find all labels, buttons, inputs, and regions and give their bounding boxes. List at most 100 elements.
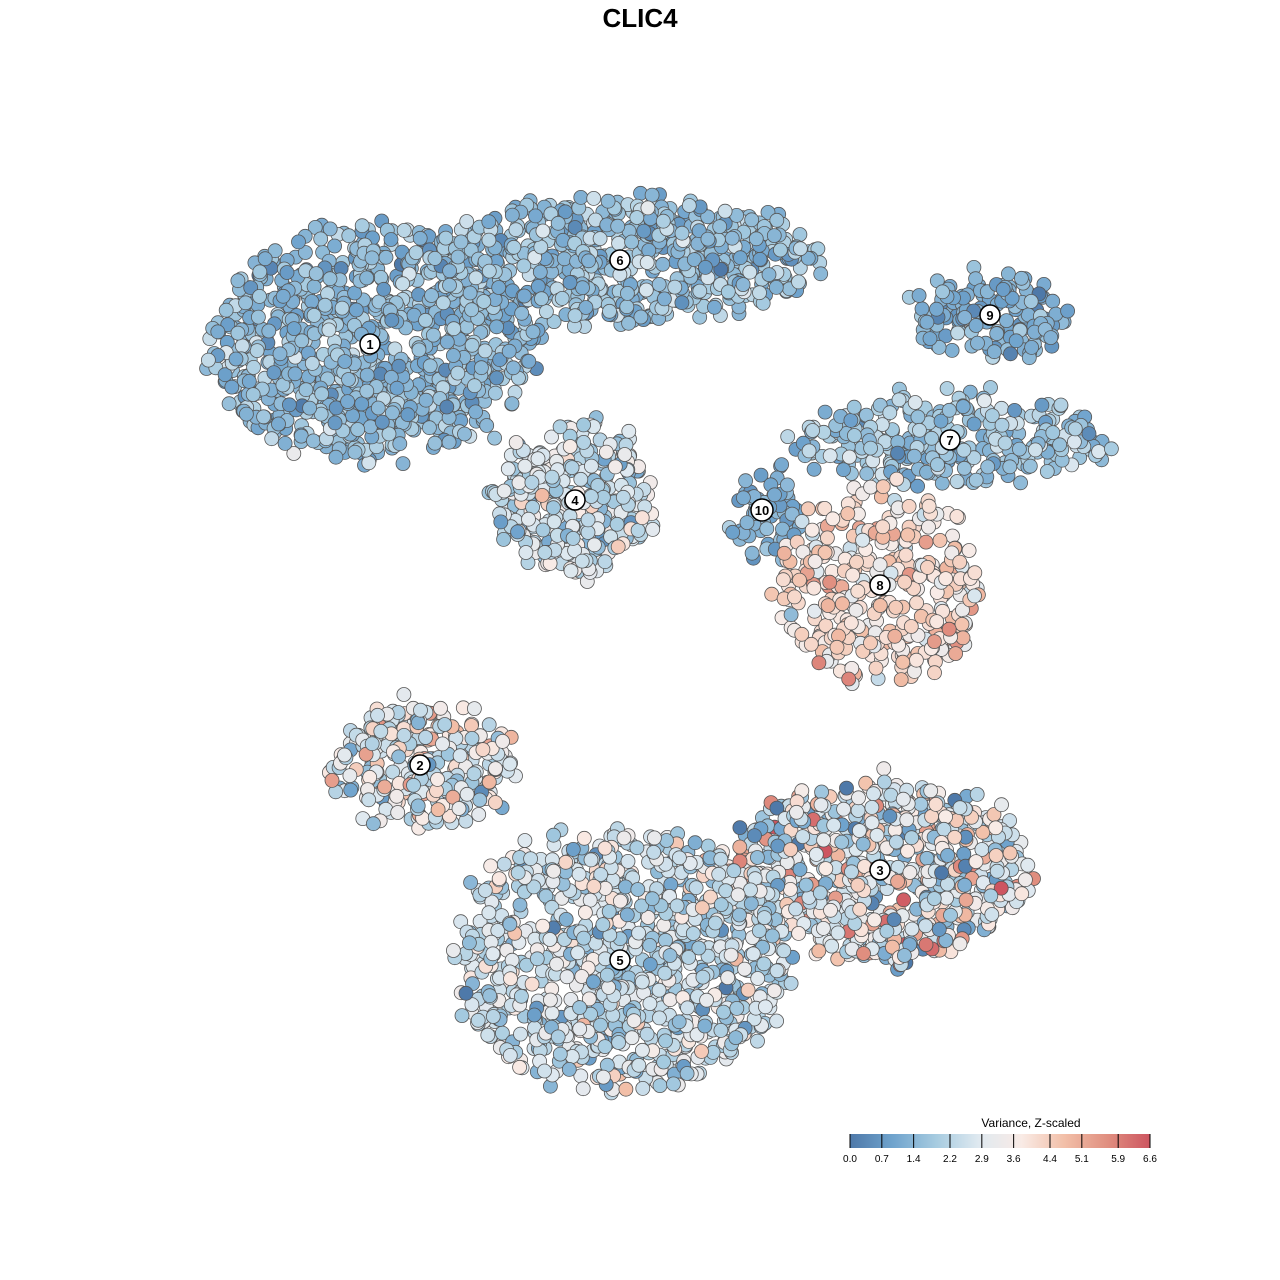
- data-point: [534, 291, 549, 307]
- legend-tick-label: 5.1: [1075, 1154, 1089, 1165]
- data-point: [901, 498, 917, 514]
- data-point: [537, 1063, 552, 1079]
- data-point: [820, 598, 836, 613]
- data-point: [732, 839, 748, 855]
- data-point: [716, 1004, 731, 1020]
- data-point: [899, 812, 915, 828]
- data-point: [989, 863, 1005, 879]
- data-point: [927, 634, 942, 649]
- data-point: [485, 946, 501, 962]
- data-point: [983, 888, 999, 904]
- data-point: [997, 435, 1013, 451]
- data-point: [467, 378, 482, 394]
- data-point: [610, 218, 626, 234]
- data-point: [496, 532, 512, 547]
- data-point: [396, 728, 412, 743]
- data-point: [354, 396, 370, 412]
- data-point: [662, 992, 678, 1008]
- data-point: [713, 1023, 729, 1038]
- cluster-label-text: 7: [946, 433, 953, 448]
- data-point: [458, 985, 474, 1001]
- data-point: [528, 208, 543, 224]
- data-point: [849, 554, 864, 570]
- data-point: [748, 231, 764, 247]
- data-point: [957, 877, 973, 893]
- data-point: [596, 1069, 611, 1085]
- data-point: [988, 848, 1004, 863]
- data-point: [249, 343, 265, 359]
- cluster-label: 4: [564, 489, 586, 511]
- data-point: [390, 805, 406, 820]
- data-point: [657, 291, 672, 307]
- legend-tick-label: 3.6: [1007, 1154, 1021, 1165]
- data-point: [630, 882, 646, 897]
- data-point: [636, 223, 652, 239]
- data-point: [633, 309, 649, 325]
- data-point: [400, 407, 416, 423]
- data-point: [694, 1044, 709, 1059]
- data-point: [573, 471, 589, 487]
- data-point: [897, 948, 912, 963]
- data-point: [552, 1046, 568, 1062]
- data-point: [362, 769, 378, 785]
- data-point: [1002, 459, 1018, 475]
- cluster-label: 9: [979, 304, 1001, 326]
- data-point: [472, 792, 488, 808]
- data-point: [744, 212, 760, 228]
- data-point: [370, 707, 386, 723]
- data-point: [481, 263, 497, 279]
- data-point: [291, 234, 306, 250]
- data-point: [418, 392, 434, 408]
- cluster-label-text: 6: [616, 253, 623, 268]
- data-point: [638, 282, 654, 298]
- data-point: [512, 897, 528, 913]
- data-point: [583, 852, 599, 868]
- data-point: [745, 946, 761, 962]
- data-point: [616, 830, 632, 846]
- data-point: [445, 943, 461, 958]
- data-point: [720, 284, 736, 300]
- data-point: [922, 331, 938, 347]
- data-point: [750, 971, 766, 986]
- data-point: [342, 768, 358, 783]
- data-point: [695, 969, 711, 985]
- data-point: [887, 628, 903, 644]
- data-point: [546, 827, 561, 843]
- data-point: [639, 1026, 655, 1042]
- data-point: [581, 253, 596, 269]
- data-point: [659, 833, 674, 848]
- data-point: [817, 404, 833, 420]
- data-point: [302, 400, 318, 416]
- data-point: [842, 449, 857, 465]
- data-point: [535, 522, 551, 538]
- data-point: [850, 583, 866, 599]
- data-point: [564, 460, 580, 476]
- data-point: [847, 428, 862, 443]
- data-point: [479, 418, 495, 433]
- data-point: [575, 1081, 591, 1097]
- data-point: [485, 1009, 501, 1024]
- legend-tick-label: 1.4: [907, 1154, 921, 1165]
- data-point: [820, 530, 835, 546]
- data-point: [836, 801, 851, 817]
- data-point: [546, 500, 561, 516]
- data-point: [766, 228, 782, 244]
- data-point: [384, 312, 400, 328]
- data-point: [944, 342, 960, 358]
- data-point: [508, 222, 524, 238]
- data-point: [256, 409, 272, 425]
- data-point: [563, 563, 579, 579]
- cluster-label: 1: [359, 333, 381, 355]
- data-point: [891, 392, 907, 408]
- data-point: [909, 652, 924, 668]
- data-point: [343, 782, 359, 798]
- data-point: [370, 400, 386, 416]
- data-point: [729, 1001, 745, 1016]
- data-point: [529, 951, 545, 967]
- data-point: [224, 379, 240, 395]
- data-point: [489, 319, 505, 335]
- data-point: [1053, 397, 1069, 413]
- data-point: [281, 397, 297, 413]
- data-point: [503, 971, 518, 987]
- data-point: [279, 265, 295, 280]
